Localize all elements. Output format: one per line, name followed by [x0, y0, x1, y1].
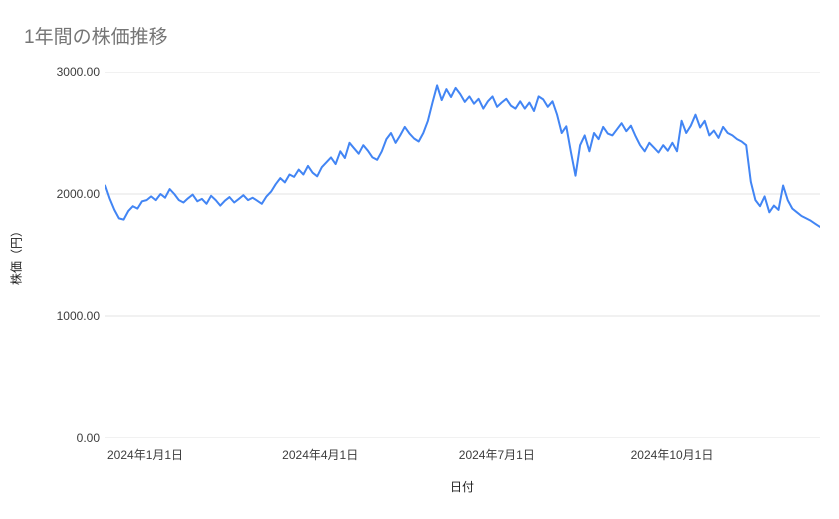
y-tick-label-1000: 1000.00: [56, 309, 100, 323]
x-tick-label-apr: 2024年4月1日: [282, 448, 359, 462]
y-axis-title: 株価（円）: [9, 224, 24, 286]
y-tick-label-3000: 3000.00: [56, 65, 100, 79]
chart-title: 1年間の株価推移: [24, 27, 168, 48]
x-tick-label-oct: 2024年10月1日: [630, 448, 714, 462]
y-tick-label-0: 0.00: [76, 431, 100, 445]
price-line-chart: [105, 72, 820, 438]
chart-plot-area[interactable]: [105, 72, 820, 438]
x-tick-label-jan: 2024年1月1日: [107, 448, 184, 462]
x-axis-title: 日付: [449, 480, 475, 494]
y-tick-label-2000: 2000.00: [56, 187, 100, 201]
x-tick-label-jul: 2024年7月1日: [458, 448, 535, 462]
